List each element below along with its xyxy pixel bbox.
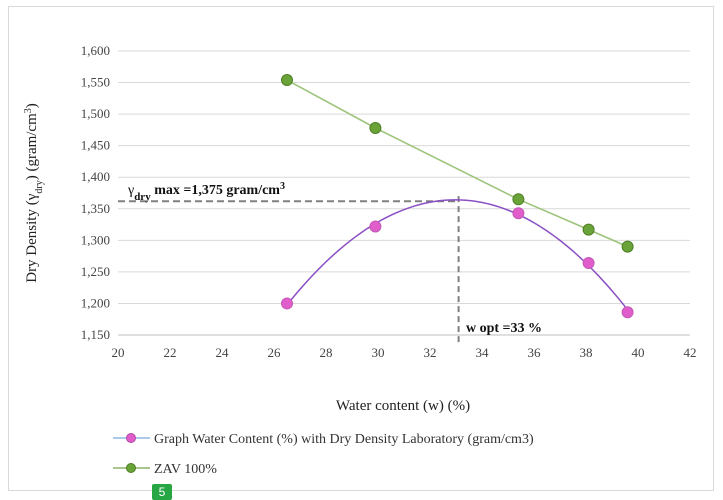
- x-tick-label: 24: [216, 345, 230, 360]
- series-1-point: [582, 257, 595, 270]
- legend-marker-series-2: [126, 463, 136, 473]
- y-tick-label: 1,550: [81, 75, 110, 90]
- x-tick-label: 28: [320, 345, 333, 360]
- y-tick-labels: 1,150 1,200 1,250 1,300 1,350 1,400 1,450 1,500…: [81, 43, 110, 342]
- series-2-point: [621, 240, 634, 253]
- x-tick-label: 26: [268, 345, 282, 360]
- page-badge: 5: [152, 484, 172, 500]
- y-tick-label: 1,350: [81, 201, 110, 216]
- series-1-point: [621, 306, 634, 319]
- legend-item-series-1: Graph Water Content (%) with Dry Density…: [113, 432, 534, 447]
- series-1-point: [281, 297, 293, 310]
- max-density-annotation: γdry max =1,375 gram/cm3: [127, 181, 285, 204]
- y-tick-label: 1,150: [81, 327, 110, 342]
- x-tick-label: 20: [112, 345, 125, 360]
- series-group: [281, 74, 634, 319]
- optimum-water-annotation: w opt =33 %: [466, 321, 542, 336]
- y-tick-label: 1,300: [81, 232, 110, 247]
- legend-label-series-1: Graph Water Content (%) with Dry Density…: [154, 432, 534, 447]
- legend-marker-series-1: [126, 433, 136, 443]
- x-tick-label: 36: [528, 345, 542, 360]
- x-tick-label: 32: [424, 345, 437, 360]
- series-1-point: [512, 207, 525, 220]
- y-tick-label: 1,200: [81, 295, 110, 310]
- x-tick-label: 38: [580, 345, 593, 360]
- x-tick-label: 30: [372, 345, 385, 360]
- series-2-point: [281, 74, 293, 87]
- y-axis-title: Dry Density (γdry) (gram/cm3): [23, 103, 45, 283]
- y-tick-label: 1,400: [81, 169, 110, 184]
- y-tick-label: 1,500: [81, 106, 110, 121]
- series-2-point: [512, 193, 525, 206]
- guide-lines: [118, 196, 460, 343]
- x-tick-label: 42: [684, 345, 697, 360]
- series-1-point: [369, 220, 382, 233]
- legend: Graph Water Content (%) with Dry Density…: [113, 432, 534, 477]
- legend-label-series-2: ZAV 100%: [154, 462, 217, 477]
- gridlines: [118, 50, 690, 336]
- y-tick-label: 1,250: [81, 264, 110, 279]
- chart-frame: [8, 6, 714, 491]
- y-tick-label: 1,600: [81, 43, 110, 58]
- x-tick-label: 34: [476, 345, 490, 360]
- x-tick-label: 40: [632, 345, 645, 360]
- series-1-fit-line: [286, 199, 629, 311]
- series-2-point: [369, 121, 382, 134]
- x-axis-title: Water content (w) (%): [336, 398, 470, 414]
- series-2-point: [582, 223, 595, 236]
- x-tick-labels: 20 22 24 26 28 30 32 34 36 38 40 42: [112, 345, 697, 360]
- series-2-line: [286, 79, 628, 248]
- y-tick-label: 1,450: [81, 138, 110, 153]
- x-tick-label: 22: [164, 345, 177, 360]
- legend-item-series-2: ZAV 100%: [113, 462, 217, 477]
